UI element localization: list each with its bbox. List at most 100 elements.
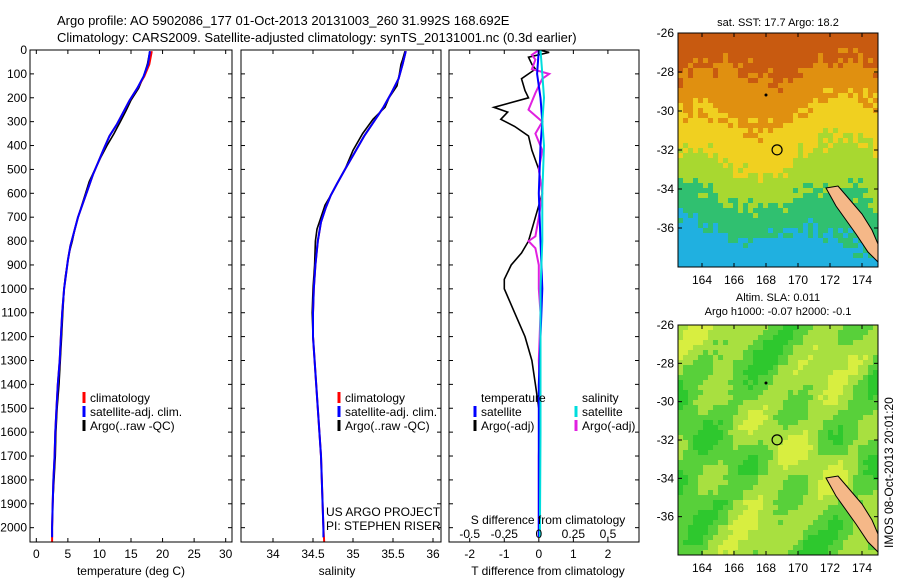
map-cell	[693, 168, 698, 173]
map-cell	[688, 228, 693, 233]
map-cell	[858, 485, 863, 490]
map-cell	[733, 465, 738, 470]
map-cell	[863, 355, 868, 360]
map-cell	[743, 88, 748, 93]
map-cell	[818, 208, 823, 213]
map-cell	[688, 480, 693, 485]
map-cell	[783, 430, 788, 435]
map-cell	[733, 263, 738, 267]
map-cell	[778, 490, 783, 495]
map-cell	[753, 123, 758, 128]
map-cell	[868, 153, 873, 158]
map-cell	[738, 345, 743, 350]
map-cell	[803, 188, 808, 193]
map-cell	[848, 350, 853, 355]
map-cell	[808, 193, 813, 198]
map-cell	[848, 465, 853, 470]
map-cell	[708, 248, 713, 253]
map-cell	[868, 330, 873, 335]
map-cell	[728, 425, 733, 430]
map-cell	[798, 370, 803, 375]
map-cell	[728, 535, 733, 540]
map-cell	[853, 445, 858, 450]
map-cell	[723, 530, 728, 535]
map-cell	[783, 258, 788, 263]
map-cell	[848, 263, 853, 267]
map-cell	[803, 98, 808, 103]
map-cell	[698, 188, 703, 193]
map-cell	[783, 445, 788, 450]
map-cell	[803, 360, 808, 365]
depth-tick-label: 1600	[0, 425, 27, 439]
map-cell	[778, 465, 783, 470]
map-cell	[793, 138, 798, 143]
lon-tick-label: 170	[788, 561, 808, 575]
map-cell	[813, 68, 818, 73]
map-cell	[728, 345, 733, 350]
map-cell	[783, 500, 788, 505]
map-cell	[823, 375, 828, 380]
lon-tick-label: 164	[692, 561, 712, 575]
map-cell	[793, 450, 798, 455]
map-cell	[863, 375, 868, 380]
map-cell	[873, 213, 878, 218]
map-cell	[818, 233, 823, 238]
map-cell	[838, 38, 843, 43]
map-cell	[748, 143, 753, 148]
map-cell	[733, 153, 738, 158]
map-cell	[713, 455, 718, 460]
map-cell	[738, 228, 743, 233]
map-cell	[718, 218, 723, 223]
map-cell	[733, 48, 738, 53]
map-cell	[678, 68, 683, 73]
series-satellite-adj-clim	[312, 50, 407, 538]
map-cell	[868, 68, 873, 73]
map-cell	[688, 233, 693, 238]
map-cell	[848, 38, 853, 43]
temperature-legend: climatology satellite-adj. clim. Argo(..…	[82, 391, 182, 433]
map-cell	[743, 263, 748, 267]
legend-climatology: climatology	[90, 391, 150, 405]
map-cell	[823, 495, 828, 500]
map-cell	[703, 470, 708, 475]
map-cell	[863, 43, 868, 48]
map-cell	[723, 123, 728, 128]
map-cell	[758, 480, 763, 485]
map-cell	[783, 410, 788, 415]
map-cell	[708, 63, 713, 68]
map-cell	[818, 540, 823, 545]
map-cell	[723, 490, 728, 495]
map-cell	[743, 455, 748, 460]
map-cell	[793, 93, 798, 98]
map-cell	[808, 78, 813, 83]
map-cell	[823, 325, 828, 330]
map-cell	[693, 360, 698, 365]
map-cell	[858, 480, 863, 485]
new-caledonia-outline	[825, 185, 878, 263]
depth-tick-label: 200	[7, 91, 27, 105]
map-cell	[808, 380, 813, 385]
map-cell	[838, 340, 843, 345]
map-cell	[698, 48, 703, 53]
legend-argo: Argo(..raw -QC)	[90, 419, 175, 433]
map-cell	[858, 340, 863, 345]
map-cell	[828, 425, 833, 430]
map-cell	[683, 133, 688, 138]
map-cell	[708, 228, 713, 233]
map-cell	[833, 238, 838, 243]
map-cell	[708, 430, 713, 435]
map-cell	[803, 415, 808, 420]
map-cell	[843, 380, 848, 385]
map-cell	[803, 228, 808, 233]
map-cell	[823, 198, 828, 203]
map-cell	[718, 400, 723, 405]
map-cell	[873, 228, 878, 233]
map-cell	[768, 545, 773, 550]
map-cell	[708, 535, 713, 540]
map-cell	[748, 63, 753, 68]
map-cell	[858, 113, 863, 118]
map-cell	[713, 355, 718, 360]
map-cell	[853, 73, 858, 78]
map-cell	[763, 88, 768, 93]
map-cell	[873, 73, 878, 78]
